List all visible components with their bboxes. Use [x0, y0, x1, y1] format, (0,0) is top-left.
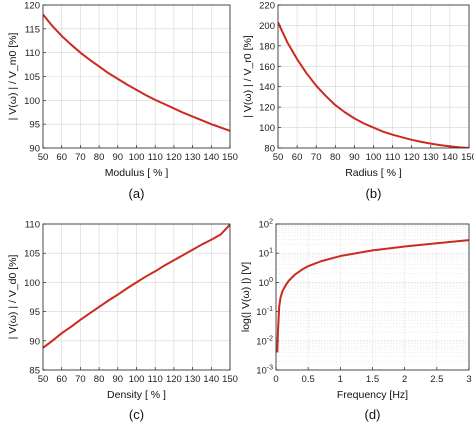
y-tick-label: 85	[29, 366, 40, 377]
x-tick-label: 3	[466, 374, 471, 385]
x-tick-label: 70	[75, 374, 86, 385]
panel-c: 50 60 70 80 90 100 110 120 130 140 150859095100105…	[7, 220, 238, 423]
y-tick-label: 160	[259, 62, 275, 73]
y-tick-label: 220	[259, 1, 275, 12]
y-tick-label: 100	[24, 278, 40, 289]
panel-caption: (d)	[365, 407, 381, 422]
y-tick-label: 101	[259, 248, 274, 260]
x-tick-label: 130	[423, 152, 439, 163]
y-tick-label: 95	[29, 307, 40, 318]
x-tick-label: 130	[185, 374, 201, 385]
y-tick-label: 80	[264, 144, 275, 155]
x-tick-label: 50	[273, 152, 284, 163]
panel-caption: (c)	[129, 407, 144, 422]
x-tick-label: 1.5	[366, 374, 379, 385]
x-axis-label: Frequency [Hz]	[337, 389, 408, 401]
y-axis-label: | V(ω) | / V_r0 [%]	[242, 35, 254, 118]
x-tick-label: 60	[292, 152, 303, 163]
y-tick-label: 105	[24, 72, 40, 83]
y-tick-label: 90	[29, 336, 40, 347]
y-axis-label: log(| V(ω) |) [V]	[240, 262, 252, 332]
panel-b: 5060708090100110120130140150801001201401…	[242, 1, 474, 202]
y-tick-label: 110	[25, 48, 40, 59]
y-tick-label: 120	[259, 103, 275, 114]
y-axis-label: | V(ω) | / V_d0 [%]	[7, 255, 19, 340]
x-tick-label: 140	[203, 374, 219, 385]
x-tick-label: 110	[385, 152, 400, 163]
series-line	[43, 13, 230, 132]
x-axis-label: Modulus [ % ]	[105, 167, 169, 179]
x-tick-label: 70	[75, 152, 86, 163]
x-tick-label: 80	[94, 374, 105, 385]
x-tick-label: 90	[113, 152, 124, 163]
x-tick-label: 0	[273, 374, 278, 385]
x-tick-label: 60	[56, 152, 67, 163]
y-axis-label: | V(ω) | / V_m0 [%]	[7, 33, 19, 121]
x-tick-label: 100	[129, 152, 145, 163]
x-tick-label: 2.5	[430, 374, 443, 385]
series-line	[43, 224, 230, 349]
x-tick-label: 140	[203, 152, 219, 163]
x-tick-label: 80	[94, 152, 105, 163]
y-tick-label: 100	[259, 123, 275, 134]
x-axis-label: Density [ % ]	[107, 389, 166, 401]
y-tick-label: 90	[29, 144, 40, 155]
y-tick-label: 200	[259, 21, 275, 32]
x-tick-label: 110	[148, 374, 163, 385]
y-tick-label: 95	[29, 120, 40, 131]
series-line	[278, 21, 469, 148]
y-tick-label: 140	[259, 82, 275, 93]
x-tick-label: 0.5	[302, 374, 315, 385]
panel-a: 50 60 70 80 90 100 110 120 130 140 150909510010511…	[7, 1, 238, 202]
panel-caption: (a)	[129, 186, 145, 201]
plot-frame	[277, 4, 470, 149]
x-tick-label: 150	[222, 374, 238, 385]
y-tick-label: 100	[259, 277, 274, 289]
x-tick-label: 150	[222, 152, 238, 163]
x-tick-label: 60	[56, 374, 67, 385]
x-tick-label: 110	[148, 152, 163, 163]
y-tick-label: 180	[259, 41, 275, 52]
x-tick-label: 50	[38, 152, 49, 163]
x-tick-label: 2	[402, 374, 407, 385]
x-tick-label: 130	[185, 152, 201, 163]
y-tick-label: 10-3	[256, 365, 273, 377]
x-tick-label: 100	[129, 374, 145, 385]
y-tick-label: 10-1	[256, 306, 273, 318]
y-tick-label: 102	[259, 219, 274, 231]
x-axis-label: Radius [ % ]	[345, 167, 402, 179]
panel-caption: (b)	[366, 186, 382, 201]
x-tick-label: 120	[166, 152, 182, 163]
y-tick-label: 100	[24, 96, 40, 107]
plot-frame	[275, 223, 470, 371]
y-tick-label: 105	[24, 249, 40, 260]
y-tick-label: 110	[25, 220, 40, 231]
series-line	[276, 239, 469, 353]
x-tick-label: 1	[338, 374, 343, 385]
x-tick-label: 50	[38, 374, 49, 385]
x-tick-label: 90	[349, 152, 360, 163]
x-tick-label: 70	[311, 152, 322, 163]
panel-d: 0 0.5 1 1.5 2 2.5 3 10-3 10-2 10-1 100 101 102 Freque…	[240, 219, 472, 423]
x-tick-label: 90	[113, 374, 124, 385]
y-tick-label: 115	[25, 24, 40, 35]
x-tick-label: 150	[461, 152, 474, 163]
x-tick-label: 100	[366, 152, 382, 163]
plot-frame	[42, 223, 231, 371]
x-tick-label: 140	[442, 152, 458, 163]
y-tick-label: 120	[24, 1, 40, 12]
plot-frame	[42, 4, 231, 149]
x-tick-label: 80	[330, 152, 341, 163]
x-tick-label: 120	[166, 374, 182, 385]
x-tick-label: 120	[404, 152, 420, 163]
y-tick-label: 10-2	[256, 335, 273, 347]
